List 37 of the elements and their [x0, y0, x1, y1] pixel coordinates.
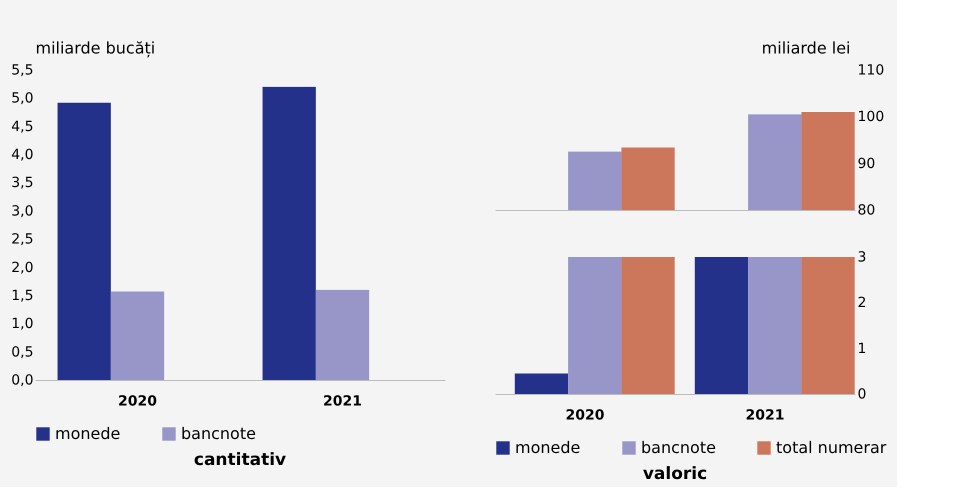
y-tick-label: 0,5	[11, 344, 34, 360]
y-tick-label: 3,5	[11, 175, 34, 192]
y-axis-title: miliarde bucăți	[36, 38, 156, 58]
y-tick-label: 1,0	[11, 316, 34, 332]
y2-tick-label: 0	[858, 386, 866, 402]
y-tick-label: 2,5	[11, 232, 34, 248]
y-tick-label: 5,5	[11, 62, 34, 78]
y2-tick-label: 1	[858, 340, 866, 357]
y-tick-label: 4,5	[11, 118, 34, 135]
x-tick-label: 2020	[566, 408, 605, 424]
bar	[262, 86, 316, 380]
y2-tick-label: 110	[858, 62, 884, 78]
text: valoric	[642, 464, 708, 484]
y2-tick-label: 3	[858, 250, 866, 266]
text: cantitativ	[194, 450, 286, 470]
y-tick-label: 2,0	[11, 260, 34, 276]
legend-label: monede	[55, 424, 120, 443]
y-tick-label: 0,0	[11, 372, 34, 388]
y-tick-label: 3,0	[11, 203, 34, 220]
y-tick-label: 1,5	[11, 288, 34, 304]
x-tick-label: 2020	[118, 394, 158, 410]
y2-tick-label: 80	[858, 202, 876, 218]
x-tick-label: 2021	[323, 394, 362, 410]
bar	[58, 102, 111, 380]
y2-tick-label: 100	[858, 109, 884, 126]
y2-tick-label: 90	[858, 156, 876, 172]
y2-tick-label: 2	[858, 295, 866, 312]
y-tick-label: 4,0	[11, 147, 34, 164]
bar	[316, 290, 370, 380]
legend-label: bancnote	[181, 424, 256, 443]
bar	[110, 292, 164, 380]
legend-label: monede	[515, 438, 580, 457]
x-tick-label: 2021	[746, 408, 784, 424]
legend-label: bancnote	[641, 438, 716, 457]
y-tick-label: 5,0	[11, 90, 34, 107]
y2-axis-title: miliarde lei	[762, 38, 850, 58]
legend-label: total numerar	[776, 438, 887, 457]
